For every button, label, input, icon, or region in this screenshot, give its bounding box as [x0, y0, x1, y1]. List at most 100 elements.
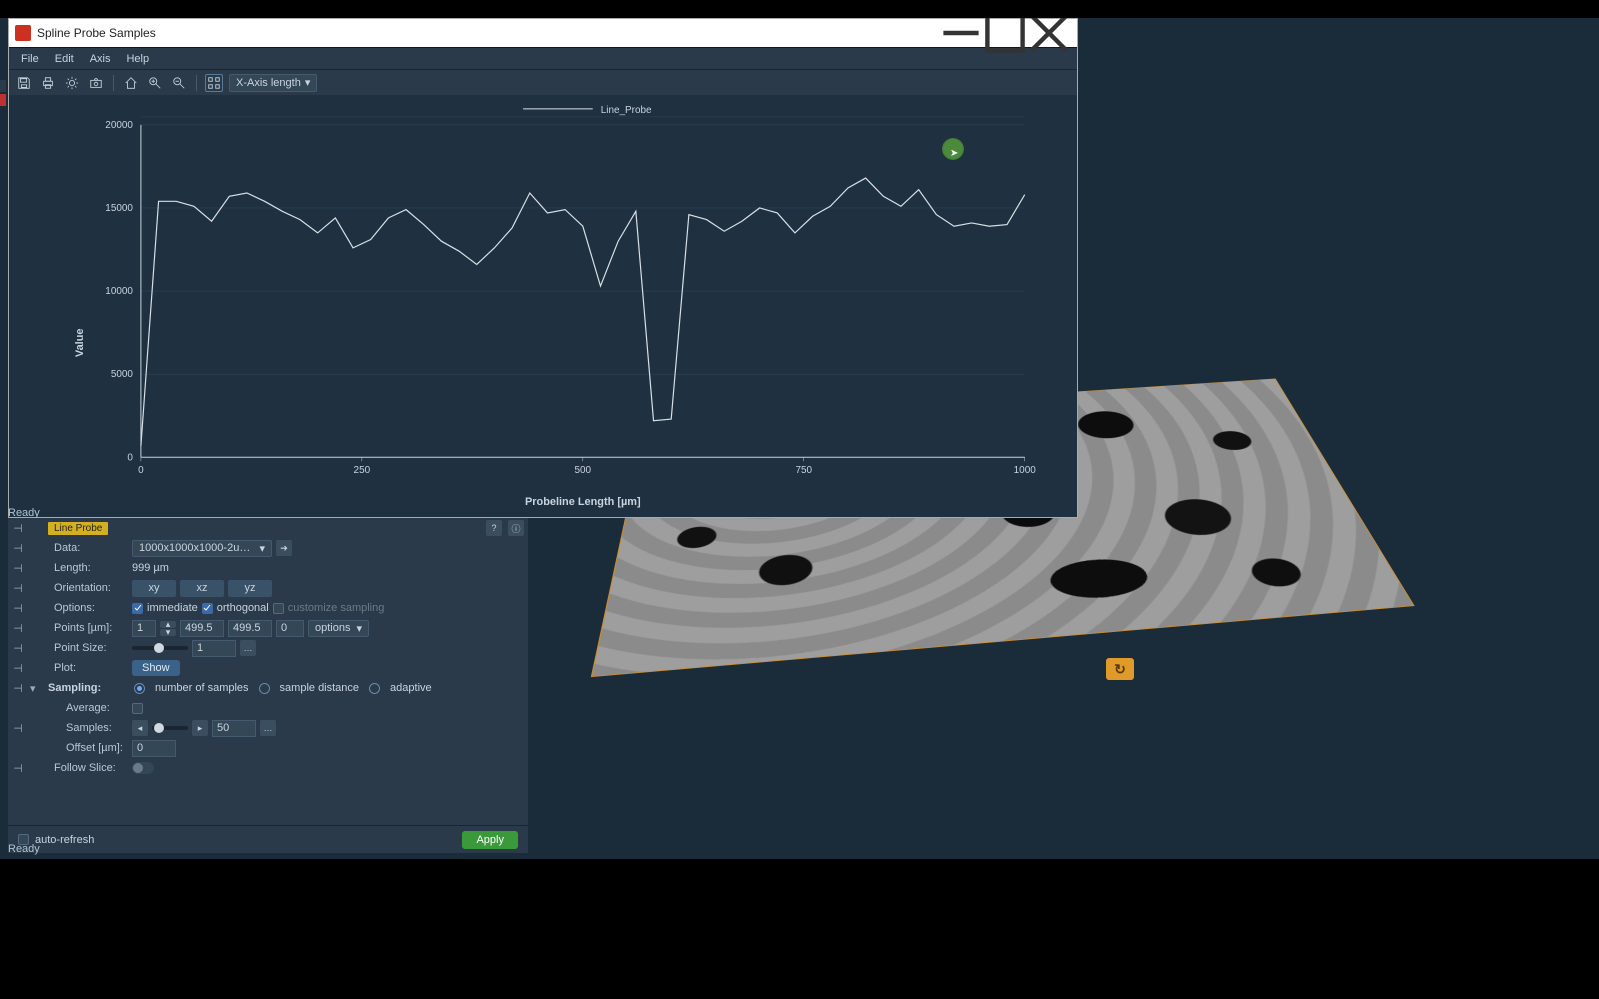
- customize-checkbox[interactable]: [273, 603, 284, 614]
- data-select[interactable]: 1000x1000x1000-2um.modif ▾: [132, 540, 272, 557]
- pointsize-input[interactable]: 1: [192, 640, 236, 657]
- data-label: Data:: [30, 542, 126, 554]
- sampling-label: Sampling:: [48, 682, 128, 694]
- orient-xz-button[interactable]: xz: [180, 580, 224, 597]
- data-value: 1000x1000x1000-2um.modif: [139, 542, 253, 554]
- points-input-2[interactable]: 499.5: [180, 620, 224, 637]
- maximize-button[interactable]: [983, 19, 1027, 47]
- line-chart: 0500010000150002000002505007501000Probel…: [9, 95, 1077, 517]
- camera-icon[interactable]: [87, 74, 105, 92]
- next-icon[interactable]: ▸: [192, 720, 208, 736]
- prev-icon[interactable]: ◂: [132, 720, 148, 736]
- pin-icon[interactable]: ⊣: [12, 582, 24, 595]
- xaxis-dropdown[interactable]: X-Axis length ▾: [229, 74, 317, 92]
- left-tab-strip: [0, 80, 8, 130]
- samples-slider[interactable]: [152, 726, 188, 730]
- pointsize-slider[interactable]: [132, 646, 188, 650]
- minimize-button[interactable]: [939, 19, 983, 47]
- svg-text:500: 500: [575, 465, 592, 476]
- svg-text:Probeline Length [µm]: Probeline Length [µm]: [525, 496, 641, 508]
- samples-label: Samples:: [30, 722, 126, 734]
- adaptive-radio[interactable]: [369, 683, 380, 694]
- module-tag[interactable]: Line Probe: [48, 522, 108, 535]
- plot-label: Plot:: [30, 662, 126, 674]
- options-dropdown[interactable]: options▾: [308, 620, 369, 637]
- cursor-icon: ➤: [950, 148, 958, 159]
- menu-edit[interactable]: Edit: [49, 51, 80, 67]
- distance-radio[interactable]: [259, 683, 270, 694]
- pin-icon[interactable]: ⊣: [12, 562, 24, 575]
- more-icon[interactable]: …: [240, 640, 256, 656]
- orient-yz-button[interactable]: yz: [228, 580, 272, 597]
- orthogonal-checkbox[interactable]: [202, 603, 213, 614]
- svg-text:0: 0: [138, 465, 144, 476]
- menu-file[interactable]: File: [15, 51, 45, 67]
- svg-text:Line_Probe: Line_Probe: [601, 105, 652, 116]
- menu-axis[interactable]: Axis: [84, 51, 117, 67]
- options-label: Options:: [30, 602, 126, 614]
- pointsize-label: Point Size:: [30, 642, 126, 654]
- pin-icon[interactable]: ⊣: [12, 642, 24, 655]
- length-label: Length:: [30, 562, 126, 574]
- follow-toggle[interactable]: [132, 762, 154, 774]
- pin-icon[interactable]: ⊣: [12, 622, 24, 635]
- customize-label: customize sampling: [288, 602, 385, 614]
- pin-icon[interactable]: ⊣: [12, 522, 24, 535]
- zoom-in-icon[interactable]: [146, 74, 164, 92]
- apply-button[interactable]: Apply: [462, 831, 518, 849]
- goto-icon[interactable]: ➔: [276, 540, 292, 556]
- svg-text:250: 250: [354, 465, 371, 476]
- home-icon[interactable]: [122, 74, 140, 92]
- gear-icon[interactable]: [63, 74, 81, 92]
- more-icon[interactable]: …: [260, 720, 276, 736]
- immediate-label: immediate: [147, 602, 198, 614]
- svg-text:10000: 10000: [105, 286, 133, 297]
- length-value: 999 µm: [132, 562, 169, 574]
- menu-help[interactable]: Help: [120, 51, 155, 67]
- pin-icon[interactable]: ⊣: [12, 542, 24, 555]
- follow-label: Follow Slice:: [30, 762, 126, 774]
- orient-xy-button[interactable]: xy: [132, 580, 176, 597]
- average-checkbox[interactable]: [132, 703, 143, 714]
- points-input-4[interactable]: 0: [276, 620, 304, 637]
- save-icon[interactable]: [15, 74, 33, 92]
- print-icon[interactable]: [39, 74, 57, 92]
- orientation-label: Orientation:: [30, 582, 126, 594]
- titlebar[interactable]: Spline Probe Samples: [9, 19, 1077, 47]
- samples-input[interactable]: 50: [212, 720, 256, 737]
- points-label: Points [µm]:: [30, 622, 126, 634]
- show-button[interactable]: Show: [132, 660, 180, 676]
- help-icon[interactable]: ?: [486, 520, 502, 536]
- orthogonal-label: orthogonal: [217, 602, 269, 614]
- window-title: Spline Probe Samples: [37, 26, 939, 40]
- menubar: File Edit Axis Help: [9, 47, 1077, 69]
- letterbox: [0, 0, 1599, 18]
- samples-radio[interactable]: [134, 683, 145, 694]
- pin-icon[interactable]: ⊣: [12, 682, 24, 695]
- rotation-handle[interactable]: [1106, 658, 1134, 680]
- pin-icon[interactable]: ⊣: [12, 602, 24, 615]
- svg-text:1000: 1000: [1014, 465, 1037, 476]
- autorefresh-label: auto-refresh: [35, 834, 94, 846]
- points-input-1[interactable]: 1: [132, 620, 156, 637]
- spinner-down[interactable]: ▾: [160, 629, 176, 636]
- info-icon[interactable]: ⓘ: [508, 520, 524, 536]
- pin-icon[interactable]: ⊣: [12, 662, 24, 675]
- chart-area[interactable]: 0500010000150002000002505007501000Probel…: [9, 95, 1077, 517]
- points-input-3[interactable]: 499.5: [228, 620, 272, 637]
- chevron-down-icon: ▾: [305, 76, 311, 89]
- pin-icon[interactable]: ⊣: [12, 722, 24, 735]
- close-button[interactable]: [1027, 19, 1071, 47]
- letterbox: Ready: [0, 859, 1599, 999]
- toolbar: X-Axis length ▾: [9, 69, 1077, 95]
- offset-input[interactable]: 0: [132, 740, 176, 757]
- svg-text:15000: 15000: [105, 203, 133, 214]
- average-label: Average:: [30, 702, 126, 714]
- collapse-icon[interactable]: ▾: [30, 682, 42, 695]
- grid-icon[interactable]: [205, 74, 223, 92]
- spline-probe-window: Spline Probe Samples File Edit Axis Help…: [8, 18, 1078, 518]
- zoom-out-icon[interactable]: [170, 74, 188, 92]
- xaxis-dropdown-label: X-Axis length: [236, 77, 301, 89]
- immediate-checkbox[interactable]: [132, 603, 143, 614]
- pin-icon[interactable]: ⊣: [12, 762, 24, 775]
